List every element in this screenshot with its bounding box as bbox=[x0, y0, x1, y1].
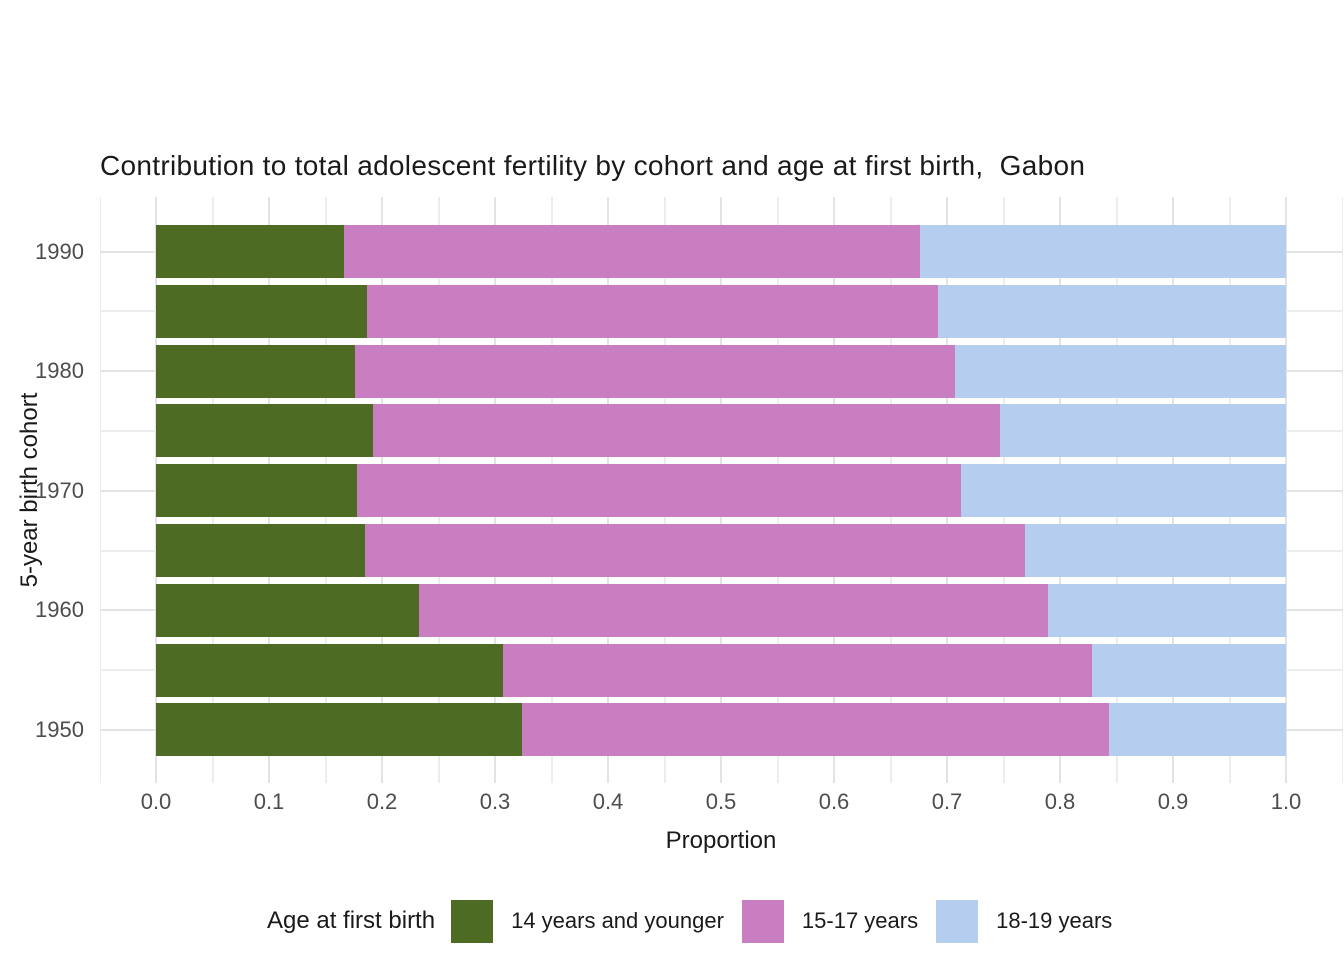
bar-segment-1965-18-19-years bbox=[1024, 524, 1286, 577]
bar-segment-1955-18-19-years bbox=[1091, 643, 1286, 697]
bar-segment-1970-18-19-years bbox=[960, 464, 1286, 518]
legend-item-label: 18-19 years bbox=[996, 908, 1113, 933]
x-tick-label-1.0: 1.0 bbox=[1270, 789, 1302, 814]
legend-item-label: 15-17 years bbox=[801, 908, 919, 933]
x-tick-label-0.5: 0.5 bbox=[705, 789, 737, 814]
x-tick-label-0.1: 0.1 bbox=[253, 789, 285, 814]
x-tick-label-0.8: 0.8 bbox=[1044, 789, 1076, 814]
bar-segment-1950-14-years-and-younger bbox=[156, 703, 523, 757]
legend: Age at first birth 14 years and younger 1… bbox=[267, 899, 1130, 943]
chart-title: Contribution to total adolescent fertili… bbox=[100, 150, 1086, 181]
x-tick-label-0.0: 0.0 bbox=[140, 789, 172, 814]
y-tick-label-1990: 1990 bbox=[35, 238, 84, 264]
legend-item-15-17-years: 15-17 years bbox=[741, 899, 919, 943]
bar-segment-1985-15-17-years bbox=[367, 284, 938, 338]
bar-segment-1985-14-years-and-younger bbox=[156, 284, 368, 338]
bar-segment-1965-14-years-and-younger bbox=[156, 524, 366, 577]
bar-segment-1960-18-19-years bbox=[1047, 583, 1286, 637]
bar-segment-1955-14-years-and-younger bbox=[156, 643, 503, 697]
bar-segment-1980-14-years-and-younger bbox=[156, 344, 355, 398]
bar-segment-1975-14-years-and-younger bbox=[156, 404, 373, 458]
bar-segment-1980-18-19-years bbox=[954, 344, 1286, 398]
x-axis-title: Proportion bbox=[665, 827, 777, 854]
x-tick-label-0.2: 0.2 bbox=[366, 789, 398, 814]
bar-segment-1965-15-17-years bbox=[365, 524, 1025, 577]
y-tick-label-1950: 1950 bbox=[35, 716, 84, 742]
y-tick-label-1970: 1970 bbox=[35, 477, 84, 503]
bar-segment-1975-15-17-years bbox=[372, 404, 1001, 458]
y-tick-label-1980: 1980 bbox=[35, 358, 84, 384]
legend-item-label: 14 years and younger bbox=[511, 908, 724, 933]
bar-segment-1955-15-17-years bbox=[502, 643, 1092, 697]
bar-segment-1960-15-17-years bbox=[419, 583, 1048, 637]
legend-swatch bbox=[936, 899, 979, 943]
bar-segment-1950-15-17-years bbox=[522, 703, 1109, 757]
bar-segment-1975-18-19-years bbox=[1000, 404, 1286, 458]
bar-segment-1985-18-19-years bbox=[937, 284, 1286, 338]
legend-item-18-19-years: 18-19 years bbox=[936, 899, 1113, 943]
y-tick-label-1960: 1960 bbox=[35, 597, 84, 623]
x-tick-label-0.7: 0.7 bbox=[931, 789, 963, 814]
bar-segment-1960-14-years-and-younger bbox=[156, 583, 420, 637]
bar-segment-1970-15-17-years bbox=[357, 464, 961, 518]
bar-segment-1950-18-19-years bbox=[1108, 703, 1286, 757]
bar-segment-1970-14-years-and-younger bbox=[156, 464, 358, 518]
bar-segment-1990-14-years-and-younger bbox=[156, 225, 344, 278]
legend-swatch bbox=[741, 899, 784, 943]
legend-swatch bbox=[451, 899, 494, 943]
bar-segment-1980-15-17-years bbox=[354, 344, 955, 398]
x-tick-label-0.6: 0.6 bbox=[818, 789, 850, 814]
legend-items: 14 years and younger 15-17 years 18-19 yea… bbox=[451, 899, 1130, 943]
legend-item-14-years-and-younger: 14 years and younger bbox=[451, 899, 724, 943]
x-tick-label-0.3: 0.3 bbox=[479, 789, 511, 814]
bar-segment-1990-15-17-years bbox=[343, 225, 920, 278]
x-tick-label-0.9: 0.9 bbox=[1157, 789, 1189, 814]
x-tick-label-0.4: 0.4 bbox=[592, 789, 624, 814]
legend-title: Age at first birth bbox=[267, 907, 436, 934]
plot-panel bbox=[100, 197, 1343, 783]
bar-segment-1990-18-19-years bbox=[919, 225, 1286, 278]
